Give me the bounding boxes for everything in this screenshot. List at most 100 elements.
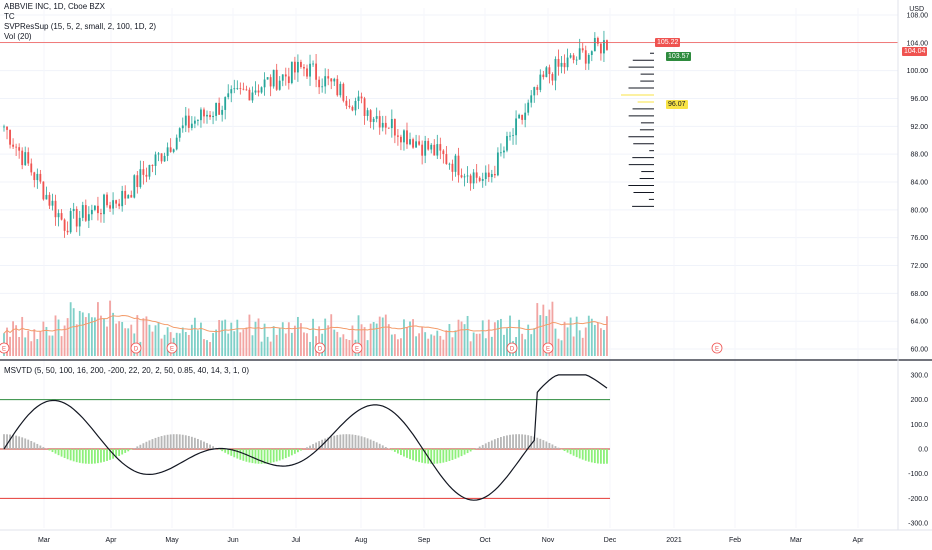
candle-body <box>451 163 454 172</box>
volume-bar <box>372 322 375 356</box>
earnings-marker-label: E <box>355 347 359 353</box>
osc-histogram-bar <box>33 442 36 449</box>
candle-body <box>218 102 221 115</box>
osc-histogram-bar <box>287 449 290 457</box>
symbol-title[interactable]: ABBVIE INC, 1D, Cboe BZX <box>4 2 105 11</box>
indicator-volume[interactable]: Vol (20) <box>4 32 32 41</box>
volume-bar <box>142 318 145 356</box>
candle-body <box>112 200 114 209</box>
volume-bar <box>42 321 45 356</box>
volume-bar <box>112 312 114 356</box>
volume-bar <box>284 333 287 356</box>
osc-histogram-bar <box>54 449 57 454</box>
volume-bar <box>442 339 445 356</box>
earnings-marker <box>506 342 518 354</box>
osc-histogram-bar <box>603 449 605 464</box>
volume-bar <box>272 326 275 356</box>
candle-body <box>172 149 175 152</box>
volume-bar <box>424 332 427 356</box>
candle-body <box>115 200 118 204</box>
osc-tick-label: -100.0 <box>908 471 928 478</box>
osc-histogram-bar <box>24 438 27 449</box>
osc-histogram-bar <box>596 449 599 464</box>
osc-tick-label: 0.0 <box>918 447 928 454</box>
candle-body <box>496 152 499 176</box>
osc-histogram-bar <box>606 449 608 464</box>
volume-bar <box>160 338 163 356</box>
volume-bar <box>154 325 157 356</box>
osc-histogram-bar <box>87 449 90 464</box>
osc-histogram-bar <box>203 441 205 449</box>
indicator-svpressup[interactable]: SVPResSup (15, 5, 2, small, 2, 100, 1D, … <box>4 22 157 31</box>
candle-body <box>415 141 417 148</box>
osc-histogram-bar <box>542 440 545 449</box>
volume-bar <box>481 320 484 356</box>
osc-histogram-bar <box>218 449 221 450</box>
osc-histogram-bar <box>39 445 42 449</box>
earnings-marker-label: E <box>2 347 6 353</box>
osc-histogram-bar <box>136 446 139 449</box>
candle-body <box>257 90 260 93</box>
volume-bar <box>400 338 402 356</box>
volume-bar <box>78 310 81 356</box>
osc-histogram-bar <box>393 449 396 452</box>
volume-bar <box>336 331 339 356</box>
candle-body <box>184 115 187 126</box>
volume-bar <box>466 315 469 356</box>
osc-histogram-bar <box>306 447 308 449</box>
lower-legend[interactable]: MSVTD (5, 50, 100, 16, 200, -200, 22, 20… <box>4 366 249 376</box>
volume-bar <box>130 324 133 356</box>
osc-histogram-bar <box>472 449 475 450</box>
volume-bar <box>342 334 345 356</box>
osc-histogram-bar <box>333 435 336 449</box>
volume-bar <box>33 329 36 356</box>
indicator-tc[interactable]: TC <box>4 12 15 21</box>
candle-body <box>554 58 557 81</box>
osc-histogram-bar <box>90 449 93 464</box>
osc-histogram-bar <box>563 449 566 451</box>
volume-bar <box>257 318 260 356</box>
candle-body <box>100 213 102 215</box>
osc-histogram-bar <box>190 436 193 449</box>
candle-body <box>18 147 21 151</box>
volume-bar <box>118 321 121 356</box>
candle-body <box>224 97 227 110</box>
volume-bar <box>490 336 493 356</box>
volume-bar <box>54 315 57 356</box>
volume-bar <box>593 324 596 356</box>
oscillator-axis[interactable]: 300.0 200.0 100.0 0.0 -100.0 -200.0 -300.0 <box>908 372 928 527</box>
main-legend[interactable]: ABBVIE INC, 1D, Cboe BZX TC SVPResSup (1… <box>4 2 156 42</box>
osc-histogram-bar <box>369 439 372 449</box>
osc-histogram-bar <box>533 436 536 449</box>
volume-bar <box>233 331 236 356</box>
candle-body <box>533 87 536 96</box>
candle-body <box>157 153 160 155</box>
volume-bar <box>533 328 536 356</box>
candle-body <box>245 89 248 91</box>
candle-body <box>518 114 521 119</box>
candle-body <box>545 67 548 78</box>
volume-bar <box>30 341 33 356</box>
osc-histogram-bar <box>415 449 417 462</box>
time-tick-label: Apr <box>852 537 864 544</box>
candle-body <box>418 141 421 145</box>
indicator-msvtd[interactable]: MSVTD (5, 50, 100, 16, 200, -200, 22, 20… <box>4 366 250 375</box>
candle-body <box>551 74 554 81</box>
osc-histogram-bar <box>224 449 227 453</box>
price-axis[interactable]: 60.00 64.00 68.00 72.00 76.00 80.00 84.00 88.00… <box>907 12 929 353</box>
earnings-marker-label: D <box>318 347 323 353</box>
osc-histogram-bar <box>354 434 357 449</box>
time-tick-label: Jul <box>291 537 301 544</box>
osc-tick-label: 100.0 <box>910 422 928 429</box>
candle-body <box>569 55 572 58</box>
osc-histogram-bar <box>60 449 63 457</box>
osc-histogram-bar <box>381 445 384 449</box>
currency-label: USD <box>909 6 924 13</box>
candle-body <box>21 150 24 166</box>
osc-histogram-bar <box>584 449 587 461</box>
candle-body <box>599 43 602 54</box>
volume-bar <box>27 330 30 356</box>
volume-bar <box>454 330 457 356</box>
candle-body <box>209 114 211 118</box>
volume-bar <box>542 304 545 356</box>
